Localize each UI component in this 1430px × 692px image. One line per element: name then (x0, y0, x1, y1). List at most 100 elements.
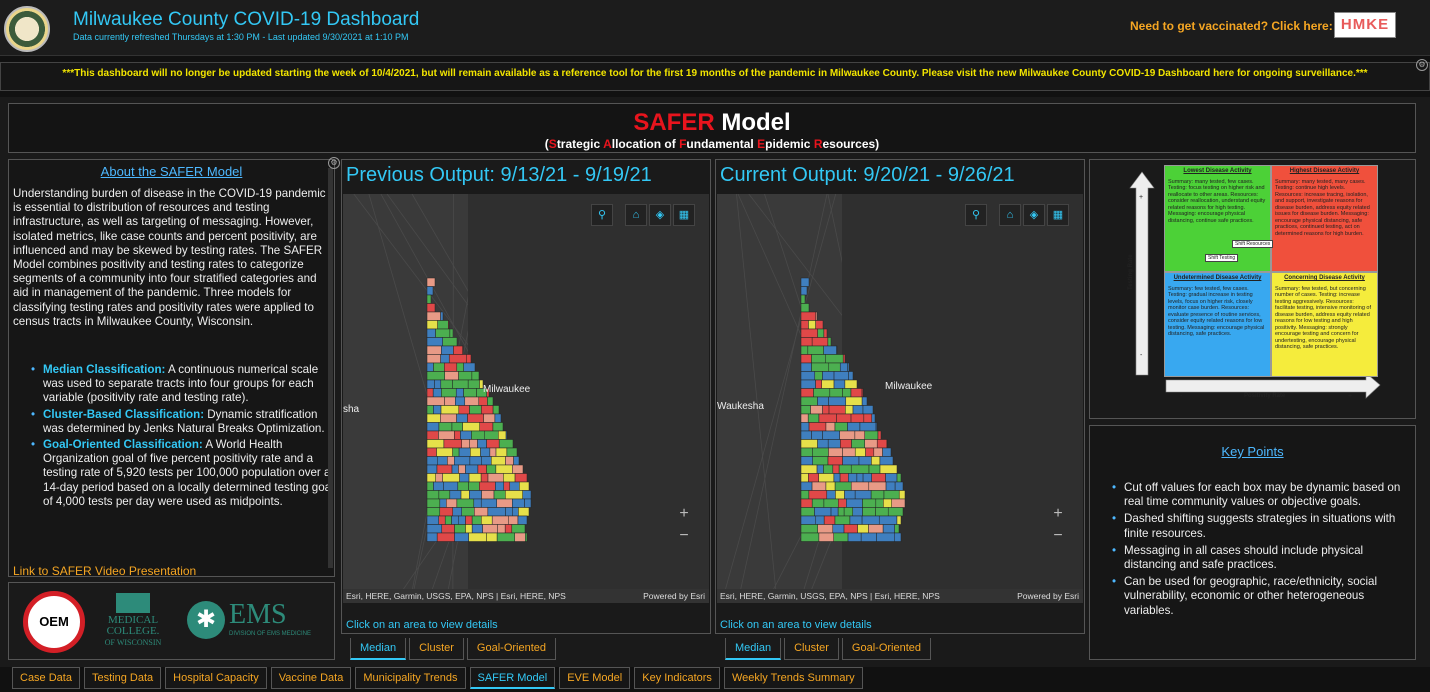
basemap-gallery-icon[interactable]: ▦ (1047, 204, 1069, 226)
census-tract (800, 354, 812, 364)
census-tract (808, 473, 819, 483)
census-tract (514, 532, 526, 542)
census-tract (495, 464, 513, 474)
video-link[interactable]: Link to SAFER Video Presentation (13, 564, 197, 578)
census-tract (871, 413, 876, 423)
home-icon[interactable]: ⌂ (999, 204, 1021, 226)
tab-median[interactable]: Median (350, 638, 407, 660)
census-tract (426, 379, 435, 389)
census-tract (800, 498, 813, 508)
about-heading[interactable]: About the SAFER Model (100, 164, 243, 179)
census-tract (868, 481, 887, 491)
zoom-out-button[interactable]: − (679, 527, 689, 544)
census-tract (833, 532, 849, 542)
search-icon[interactable]: ⚲ (591, 204, 613, 226)
census-tract (850, 413, 865, 423)
settings-icon[interactable]: ⚙ (328, 157, 340, 169)
census-tract (800, 345, 809, 355)
census-tract (850, 464, 870, 474)
census-tract (452, 447, 460, 457)
zoom-out-button[interactable]: − (1053, 527, 1063, 544)
census-tract (504, 524, 513, 534)
census-tract (480, 473, 489, 483)
basemap-gallery-icon[interactable]: ▦ (673, 204, 695, 226)
census-tract (469, 490, 482, 500)
census-tract (894, 481, 904, 491)
census-tract (894, 532, 902, 542)
layers-icon[interactable]: ◈ (1023, 204, 1045, 226)
census-tract (876, 532, 895, 542)
tab-weekly-trends-summary[interactable]: Weekly Trends Summary (723, 667, 863, 689)
census-tract (813, 388, 831, 398)
tab-key-indicators[interactable]: Key Indicators (634, 667, 720, 689)
census-tract (835, 490, 845, 500)
scrollbar[interactable] (328, 168, 333, 568)
tab-case-data[interactable]: Case Data (12, 667, 80, 689)
census-tract (842, 456, 860, 466)
map-road (737, 194, 828, 603)
census-tract (433, 405, 442, 415)
census-tract (800, 507, 815, 517)
powered-by-esri[interactable]: Powered by Esri (643, 591, 705, 601)
census-tract (454, 430, 461, 440)
census-tract (828, 405, 846, 415)
census-tract (444, 515, 452, 525)
tab-testing-data[interactable]: Testing Data (83, 667, 162, 689)
list-item-text: A continuous numerical scale was used to… (43, 363, 319, 405)
zoom-in-button[interactable]: + (679, 505, 689, 522)
y-axis-plus: + (1139, 194, 1144, 201)
census-tract (460, 430, 472, 440)
census-tract (870, 490, 885, 500)
census-tract (484, 430, 499, 440)
census-tract (847, 422, 861, 432)
census-tract (426, 396, 445, 406)
census-tract (815, 379, 822, 389)
census-tract (825, 354, 844, 364)
tab-median[interactable]: Median (725, 638, 782, 660)
census-tract (816, 464, 824, 474)
map-road (736, 194, 778, 603)
census-tract (481, 515, 493, 525)
census-tract (440, 413, 457, 423)
census-tract (426, 311, 441, 321)
census-tract (800, 396, 818, 406)
previous-output-map[interactable]: Milwaukee sha ⚲ ⌂ ◈ ▦ + − Esri, HERE, Ga… (343, 194, 709, 603)
census-tract (486, 439, 500, 449)
census-tract (836, 413, 852, 423)
map-canvas (721, 194, 1083, 603)
tab-safer-model[interactable]: SAFER Model (469, 667, 556, 689)
tab-goal-oriented[interactable]: Goal-Oriented (466, 638, 557, 660)
census-tract (822, 405, 830, 415)
tab-eve-model[interactable]: EVE Model (559, 667, 631, 689)
zoom-in-button[interactable]: + (1053, 505, 1063, 522)
search-icon[interactable]: ⚲ (965, 204, 987, 226)
census-tract (845, 405, 854, 415)
census-tract (498, 430, 507, 440)
tab-hospital-capacity[interactable]: Hospital Capacity (165, 667, 267, 689)
census-tract (465, 524, 473, 534)
current-output-map[interactable]: Milwaukee Waukesha ⚲ ⌂ ◈ ▦ + − Esri, HER… (717, 194, 1083, 603)
shift-resources-label: Shift Resources (1232, 240, 1274, 248)
tab-vaccine-data[interactable]: Vaccine Data (270, 667, 352, 689)
tab-goal-oriented[interactable]: Goal-Oriented (841, 638, 932, 660)
census-tract (465, 515, 473, 525)
layers-icon[interactable]: ◈ (649, 204, 671, 226)
census-tract (461, 439, 470, 449)
census-tract (452, 507, 462, 517)
quadrant-highest: Highest Disease Activity Summary: many t… (1271, 165, 1378, 272)
census-tract (843, 507, 854, 517)
census-tract (456, 362, 464, 372)
healthy-mke-link[interactable]: HMKE (1334, 12, 1396, 38)
key-points-heading[interactable]: Key Points (1221, 444, 1284, 459)
tab-cluster[interactable]: Cluster (409, 638, 464, 660)
mcw-line2: COLLEGE. (106, 625, 160, 637)
census-tract (432, 388, 442, 398)
powered-by-esri[interactable]: Powered by Esri (1017, 591, 1079, 601)
list-item: Goal-Oriented Classification: A World He… (31, 438, 334, 509)
tab-cluster[interactable]: Cluster (784, 638, 839, 660)
census-tract (822, 430, 840, 440)
tab-municipality-trends[interactable]: Municipality Trends (355, 667, 466, 689)
home-icon[interactable]: ⌂ (625, 204, 647, 226)
census-tract (426, 515, 439, 525)
settings-icon[interactable]: ⚙ (1416, 59, 1428, 71)
